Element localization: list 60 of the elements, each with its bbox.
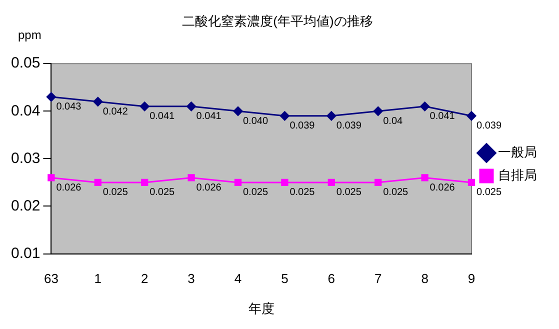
data-label: 0.025 <box>102 187 128 198</box>
point <box>280 111 290 121</box>
point <box>46 92 56 102</box>
x-tick-label: 9 <box>468 271 476 286</box>
point <box>373 106 383 116</box>
point <box>94 178 102 186</box>
x-tick-label: 8 <box>421 271 428 286</box>
point <box>141 178 148 186</box>
point <box>328 178 335 186</box>
data-label: 0.043 <box>56 102 82 113</box>
data-label: 0.025 <box>476 187 502 198</box>
y-tick-label: 0.03 <box>10 150 40 167</box>
data-label: 0.025 <box>150 187 176 198</box>
x-tick-label: 5 <box>281 271 288 286</box>
data-label: 0.026 <box>430 182 456 194</box>
y-tick-label: 0.02 <box>10 197 40 214</box>
legend-label: 一般局 <box>498 144 537 160</box>
data-label: 0.04 <box>383 116 403 127</box>
legend-label: 自排局 <box>498 168 537 183</box>
x-tick-label: 6 <box>328 271 336 286</box>
y-tick-label: 0.05 <box>10 54 40 72</box>
point <box>420 102 430 112</box>
point <box>186 102 196 112</box>
data-label: 0.025 <box>383 187 409 198</box>
data-label: 0.041 <box>150 111 176 122</box>
x-tick-label: 4 <box>234 271 242 286</box>
x-tick-label: 2 <box>140 271 148 286</box>
x-tick-label: 7 <box>374 271 382 286</box>
x-tick-label: 3 <box>188 271 195 286</box>
data-label: 0.042 <box>102 106 128 118</box>
point <box>48 174 55 182</box>
point <box>421 174 428 182</box>
x-tick-label: 63 <box>44 271 58 286</box>
point <box>374 178 382 186</box>
chart-title: 二酸化窒素濃度(年平均値)の推移 <box>182 13 373 28</box>
point <box>188 174 195 182</box>
data-label: 0.039 <box>476 120 502 132</box>
y-tick-label: 0.01 <box>10 244 40 262</box>
data-label: 0.025 <box>290 187 316 198</box>
point <box>281 178 288 186</box>
x-axis-title: 年度 <box>248 300 274 316</box>
data-label: 0.041 <box>196 111 222 122</box>
data-label: 0.039 <box>290 120 316 132</box>
x-tick-label: 1 <box>94 271 102 286</box>
point <box>326 111 336 121</box>
data-label: 0.025 <box>336 187 362 198</box>
data-label: 0.026 <box>56 182 82 194</box>
y-tick-label: 0.04 <box>10 102 40 120</box>
data-label: 0.041 <box>430 111 456 122</box>
data-label: 0.025 <box>242 187 268 198</box>
data-label: 0.026 <box>196 182 222 194</box>
data-label: 0.040 <box>242 116 268 127</box>
point <box>233 106 243 116</box>
point <box>234 178 242 186</box>
point <box>466 111 476 121</box>
data-label: 0.039 <box>336 120 362 132</box>
point <box>140 102 150 112</box>
y-axis-title: ppm <box>18 28 42 42</box>
point <box>93 96 103 106</box>
point <box>468 178 476 186</box>
